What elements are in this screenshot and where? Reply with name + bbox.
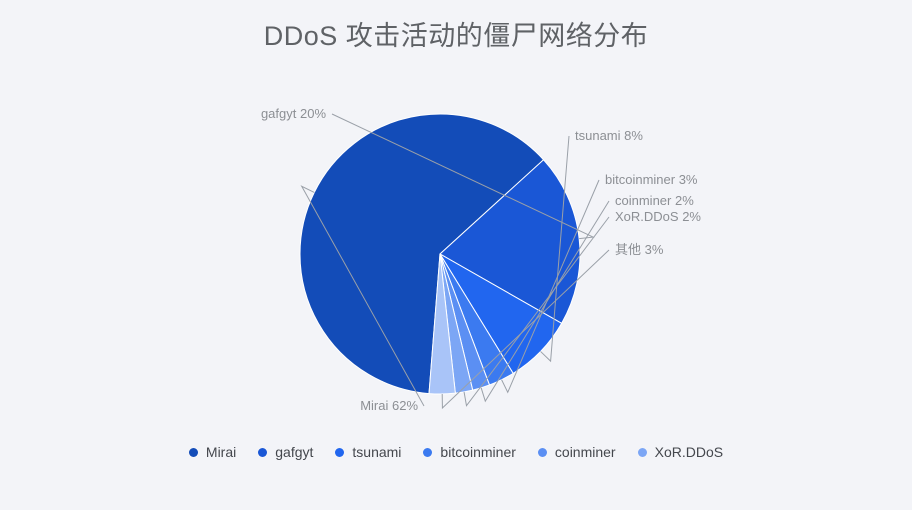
legend-item[interactable]: tsunami <box>335 444 401 460</box>
legend-swatch <box>637 447 647 457</box>
legend-swatch <box>423 447 433 457</box>
slice-label: Mirai 62% <box>360 398 418 413</box>
legend-item[interactable]: bitcoinminer <box>423 444 516 460</box>
legend-swatch <box>258 447 268 457</box>
chart-title: DDoS 攻击活动的僵尸网络分布 <box>263 21 649 51</box>
pie-slice-gafgyt[interactable] <box>439 159 581 325</box>
legend-label: tsunami <box>352 444 402 460</box>
legend-label: bitcoinminer <box>440 444 516 460</box>
legend-item[interactable]: Mirai <box>188 444 237 460</box>
legend-label: coinminer <box>554 444 616 460</box>
legend-item[interactable]: XoR.DDoS <box>637 444 724 460</box>
slice-label: tsunami 8% <box>575 128 643 143</box>
leader-line <box>540 135 570 363</box>
legend-swatch <box>188 447 198 457</box>
leader-line <box>331 113 595 240</box>
legend-label: gafgyt <box>275 444 314 460</box>
legend-label: XoR.DDoS <box>654 444 724 460</box>
leader-line <box>501 179 600 394</box>
legend-item[interactable]: coinminer <box>537 444 616 460</box>
legend: Mirai gafgyt tsunami bitcoinminer coinminer X… <box>0 444 912 460</box>
legend-swatch <box>335 447 345 457</box>
slice-label: gafgyt 20% <box>261 106 326 121</box>
leader-line <box>441 249 610 410</box>
slice-label: 其他 3% <box>615 242 664 257</box>
leader-line <box>463 216 610 407</box>
legend-item[interactable]: gafgyt <box>258 444 313 460</box>
slice-label: coinminer 2% <box>615 193 694 208</box>
slice-label: XoR.DDoS 2% <box>615 209 701 224</box>
slice-label: bitcoinminer 3% <box>605 172 698 187</box>
legend-label: Mirai <box>205 444 237 460</box>
legend-swatch <box>537 447 547 457</box>
leader-line <box>300 185 425 407</box>
leader-line <box>480 200 610 403</box>
